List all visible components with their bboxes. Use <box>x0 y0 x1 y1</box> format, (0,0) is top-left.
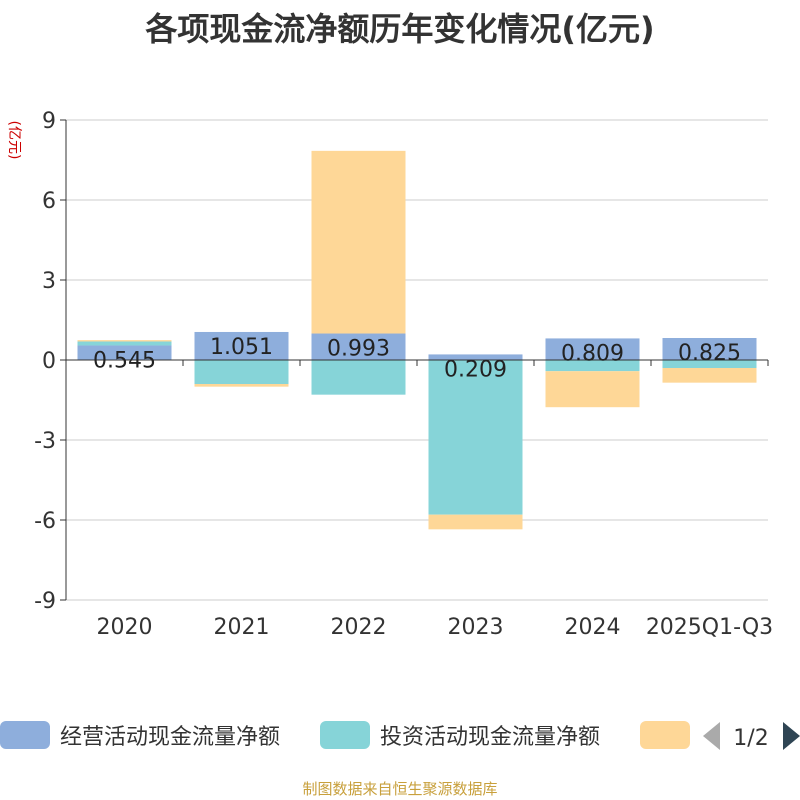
data-label: 0.809 <box>561 341 624 366</box>
data-label: 0.825 <box>678 341 741 366</box>
bar-operating-2021 <box>194 331 289 360</box>
page-indicator: 1/2 <box>733 726 768 751</box>
bar-financing-2022 <box>311 150 406 334</box>
bar-financing-2025Q1-Q3 <box>662 368 757 383</box>
y-tick-label: 6 <box>42 189 56 214</box>
y-tick-label: 0 <box>42 349 56 374</box>
data-label: 1.051 <box>210 335 273 360</box>
y-tick-label: 3 <box>42 269 56 294</box>
bar-investing-2024 <box>545 360 640 372</box>
bar-operating-2022 <box>311 333 406 360</box>
legend-swatch[interactable] <box>0 721 50 749</box>
y-axis-label: (亿元) <box>6 121 22 160</box>
data-label: 0.545 <box>93 348 156 373</box>
axes: (亿元) -9 -6 -3 0 3 6 9 2020 2021 2022 2023 2024 2025Q… <box>6 109 773 640</box>
grid-lines <box>66 119 768 601</box>
legend-pager: 1/2 <box>703 722 800 751</box>
bar-financing-2020 <box>77 340 172 342</box>
data-label: 0.209 <box>444 357 507 382</box>
x-tick-label: 2022 <box>331 615 387 640</box>
bar-financing-2024 <box>545 371 640 408</box>
y-tick-label: -3 <box>34 429 56 454</box>
bar-investing-2022 <box>311 360 406 395</box>
bar-investing-2020 <box>77 341 172 346</box>
y-tick-label: 9 <box>42 109 56 134</box>
bar-operating-2020 <box>77 345 172 360</box>
bar-investing-2021 <box>194 360 289 384</box>
x-tick-label: 2024 <box>565 615 621 640</box>
bar-investing-2025Q1-Q3 <box>662 360 757 368</box>
legend-label: 经营活动现金流量净额 <box>60 725 280 750</box>
bar-operating-2025Q1-Q3 <box>662 338 757 360</box>
x-tick-label: 2020 <box>97 615 153 640</box>
legend-label: 投资活动现金流量净额 <box>380 725 600 750</box>
bar-financing-2021 <box>194 384 289 387</box>
data-source-note: 制图数据来自恒生聚源数据库 <box>302 780 498 798</box>
legend-swatch[interactable] <box>640 721 690 749</box>
data-label: 0.993 <box>327 337 390 362</box>
prev-page-icon[interactable] <box>703 722 720 750</box>
y-tick-label: -6 <box>34 509 56 534</box>
x-tick-label: 2021 <box>214 615 270 640</box>
x-tick-label: 2025Q1-Q3 <box>646 615 773 640</box>
bar-operating-2024 <box>545 338 640 360</box>
chart-title: 各项现金流净额历年变化情况(亿元) <box>145 10 655 48</box>
bar-financing-2023 <box>428 514 523 530</box>
y-tick-label: -9 <box>34 589 56 614</box>
x-tick-label: 2023 <box>448 615 504 640</box>
bar-operating-2023 <box>428 354 523 360</box>
legend-swatch[interactable] <box>320 721 370 749</box>
bars <box>77 150 757 530</box>
next-page-icon[interactable] <box>783 722 800 750</box>
data-labels: 0.545 1.051 0.993 0.209 0.809 0.825 <box>93 335 741 382</box>
bar-investing-2023 <box>428 360 523 515</box>
legend: 经营活动现金流量净额 投资活动现金流量净额 <box>0 721 690 750</box>
